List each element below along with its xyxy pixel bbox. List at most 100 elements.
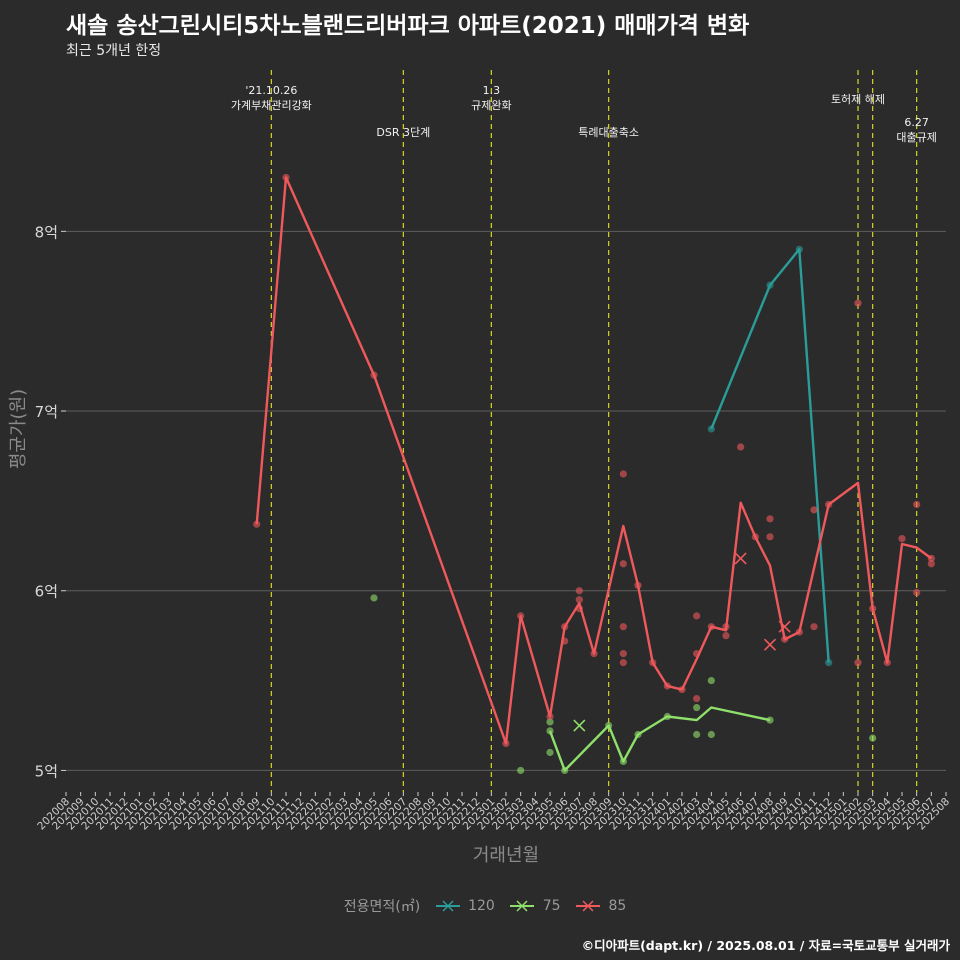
- data-point-75: [546, 727, 554, 735]
- data-point-85: [898, 535, 906, 543]
- data-point-75: [619, 757, 627, 766]
- data-point-85: [927, 560, 935, 568]
- data-point-85: [619, 560, 627, 568]
- data-point-85: [795, 628, 803, 636]
- data-point-85: [663, 682, 671, 690]
- legend-item-85: 85: [575, 898, 626, 914]
- data-point-85: [722, 632, 730, 640]
- legend-item-75: 75: [509, 898, 561, 914]
- data-point-85: [575, 605, 583, 613]
- series-line-85: [255, 176, 933, 745]
- legend-title: 전용면적(㎡): [343, 899, 421, 915]
- data-point-120: [795, 245, 803, 253]
- data-point-75: [707, 730, 715, 739]
- data-point-85: [737, 443, 745, 451]
- data-point-75: [517, 766, 525, 775]
- data-point-85: [869, 605, 877, 613]
- cross-marker-85: [734, 552, 747, 565]
- data-point-85: [561, 637, 569, 645]
- data-point-85: [619, 659, 627, 667]
- cross-marker-75: [573, 719, 586, 732]
- legend: 전용면적(㎡) 120 75 85: [0, 896, 960, 916]
- legend-key-120: [435, 900, 460, 912]
- data-point-85: [619, 470, 627, 478]
- event-label: DSR 3단계: [376, 126, 430, 139]
- event-label: 6.27: [904, 116, 929, 129]
- data-point-75: [693, 730, 701, 739]
- data-point-75: [605, 721, 613, 730]
- data-point-85: [825, 500, 833, 509]
- data-point-120: [825, 659, 833, 667]
- data-point-75: [707, 676, 715, 685]
- data-point-85: [561, 623, 569, 631]
- data-point-85: [693, 612, 701, 620]
- data-point-85: [619, 623, 627, 631]
- x-axis-title: 거래년월: [473, 845, 539, 866]
- data-point-75: [370, 594, 378, 602]
- data-point-85: [590, 650, 598, 658]
- y-tick-label: 5억: [35, 762, 58, 780]
- source-caption: ©디아파트(dapt.kr) / 2025.08.01 / 자료=국토교통부 실…: [581, 938, 950, 953]
- event-label: 1.3: [483, 84, 501, 97]
- data-point-120: [766, 281, 774, 289]
- data-point-75: [561, 766, 569, 775]
- data-point-85: [619, 650, 627, 658]
- data-point-85: [913, 500, 921, 509]
- data-point-85: [575, 596, 583, 604]
- series-line-120: [710, 248, 830, 663]
- legend-label-85: 85: [608, 898, 627, 914]
- data-point-85: [751, 533, 759, 541]
- data-point-85: [517, 612, 525, 620]
- data-point-85: [370, 371, 378, 379]
- data-point-85: [693, 650, 701, 658]
- data-point-85: [693, 694, 701, 703]
- legend-item-120: 120: [435, 898, 495, 914]
- cross-marker-85: [763, 638, 777, 651]
- data-point-85: [766, 515, 774, 523]
- data-point-75: [693, 703, 701, 712]
- event-label: 규제완화: [471, 99, 511, 112]
- data-point-75: [869, 734, 877, 742]
- data-point-85: [707, 623, 715, 631]
- y-tick-label: 8억: [35, 223, 58, 241]
- cross-marker-85: [778, 620, 791, 633]
- event-label: 대출규제: [896, 131, 936, 144]
- data-point-85: [678, 685, 686, 694]
- data-point-120: [707, 425, 715, 433]
- data-point-85: [854, 299, 862, 307]
- event-label: 가계부채관리강화: [231, 99, 312, 112]
- data-point-85: [634, 581, 642, 589]
- data-point-85: [854, 659, 862, 667]
- data-point-85: [883, 659, 891, 667]
- data-point-75: [663, 712, 671, 721]
- data-point-85: [722, 623, 730, 631]
- data-point-85: [927, 554, 935, 562]
- data-point-75: [766, 716, 774, 724]
- event-label: 특례대출축소: [578, 126, 639, 139]
- data-point-85: [810, 506, 818, 514]
- data-point-85: [502, 739, 510, 748]
- legend-label-120: 120: [468, 898, 495, 914]
- legend-key-85: [576, 900, 600, 912]
- chart-title: 새솔 송산그린시티5차노블랜드리버파크 아파트(2021) 매매가격 변화: [66, 13, 750, 39]
- series-line-75: [548, 706, 771, 772]
- data-point-85: [766, 533, 774, 541]
- data-point-75: [634, 730, 642, 739]
- chart-subtitle: 최근 5개년 한정: [66, 43, 162, 59]
- y-axis-title: 평균가(원): [8, 389, 29, 469]
- data-point-85: [649, 659, 657, 667]
- legend-label-75: 75: [542, 898, 561, 914]
- event-label: '21.10.26: [245, 84, 297, 97]
- data-point-85: [913, 588, 921, 597]
- data-point-75: [546, 748, 554, 757]
- event-label: 토허제 해제: [831, 92, 885, 106]
- data-point-85: [810, 623, 818, 631]
- y-tick-label: 6억: [35, 583, 58, 601]
- data-point-85: [253, 520, 261, 528]
- data-point-85: [575, 587, 583, 595]
- legend-key-75: [510, 900, 535, 912]
- data-point-75: [546, 718, 554, 726]
- data-point-85: [546, 712, 554, 721]
- data-point-85: [282, 173, 290, 182]
